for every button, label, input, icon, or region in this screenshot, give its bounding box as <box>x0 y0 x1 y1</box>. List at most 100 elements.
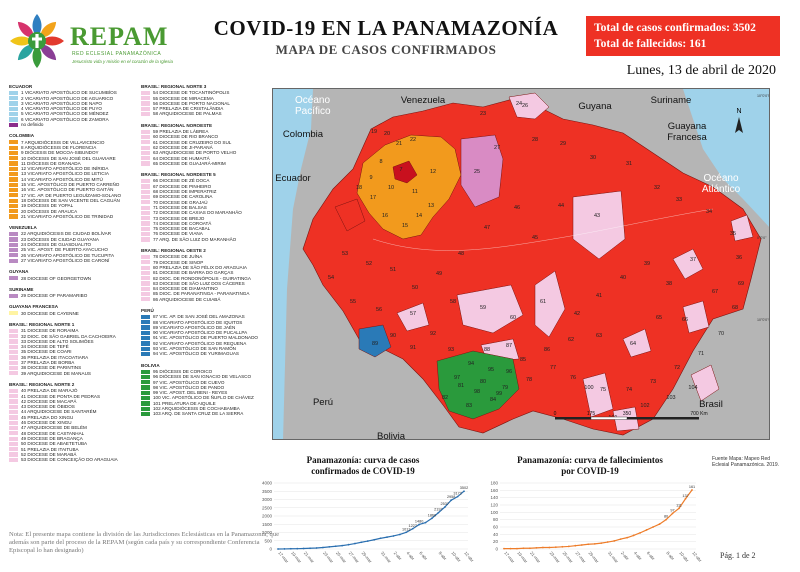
region-number: 93 <box>448 347 454 353</box>
x-tick-label: 4-abr <box>406 550 417 561</box>
region-54 <box>682 300 710 334</box>
data-label: 2537 <box>441 502 449 506</box>
data-point <box>463 490 465 493</box>
data-label: 2958 <box>447 495 455 499</box>
data-point <box>632 534 635 537</box>
legend-label: 99 VIC. APOST. DEL BENI - REYES <box>153 390 228 396</box>
legend-swatch <box>141 226 150 231</box>
legend-swatch <box>9 371 18 376</box>
region-number: 26 <box>522 103 528 109</box>
legend-item: 5 VICARIATO APOSTÓLICO DE MÉNDEZ <box>9 111 137 116</box>
region-number: 12 <box>430 169 436 175</box>
legend-swatch <box>141 216 150 221</box>
legend-item: 2 VICARIATO APOSTÓLICO DE AGUARICO <box>9 96 137 101</box>
legend-item: 88 VICARIATO APOSTÓLICO DE IQUITOS <box>141 320 269 325</box>
legend-label: 80 PRELAZIA DE SÃO FÉLIX DO ARAGUAIA <box>153 264 247 270</box>
cases-chart-plot: 4000 3500 3000 2500 2000 1500 1000 500 0 17-mar 19… <box>262 481 474 565</box>
legend-item: 54 DIOCESE DE TOCANTINÓPOLIS <box>141 90 269 95</box>
legend-swatch <box>9 425 18 431</box>
data-label: 137 <box>682 494 688 498</box>
legend-item: 80 PRELAZIA DE SÃO FÉLIX DO ARAGUAIA <box>141 265 269 270</box>
legend-label: 24 DIÓCESIS DE GUASDUALITO <box>21 242 92 248</box>
data-point <box>366 540 369 542</box>
region-number: 20 <box>384 131 390 137</box>
legend-label: 32 DIOC. DE SÃO GABRIEL DA CACHOEIRA <box>21 333 116 339</box>
region-colombia <box>356 134 462 240</box>
region-number: 96 <box>506 369 512 375</box>
region-east-pink <box>730 214 754 242</box>
legend-item: 20 DIÓCESIS DE ARAUCA <box>9 209 137 214</box>
legend-swatch <box>141 150 150 156</box>
region-number: 99 <box>496 391 502 397</box>
region-number: 33 <box>676 197 682 203</box>
data-point <box>509 547 512 550</box>
legend-label: 56 DIOCESE DE PORTO NACIONAL <box>153 100 230 106</box>
data-point <box>522 547 525 550</box>
legend-item: 90 VICARIATO APOSTÓLICO DE PUCALLPA <box>141 330 269 335</box>
region-ecuador <box>334 198 366 232</box>
x-tick-label: 23-mar <box>322 550 335 564</box>
data-label: 1480 <box>415 520 423 524</box>
pacific-ocean <box>273 89 313 439</box>
x-tick-label: 8-abr <box>438 550 449 561</box>
y-tick-label: 500 <box>264 538 272 543</box>
legend-swatch <box>9 365 18 371</box>
legend-swatch <box>141 90 150 96</box>
region-number: 45 <box>532 235 538 241</box>
region-number: 19 <box>371 129 377 135</box>
region-number: 103 <box>666 395 675 401</box>
legend-label: 28 DIOCESE OF GEORGETOWN <box>21 275 92 281</box>
data-point <box>626 536 629 539</box>
x-tick-label: 29-mar <box>361 550 374 564</box>
data-point <box>418 523 421 526</box>
legend-label: 14 VICARIATO APOSTÓLICO DE MITÚ <box>21 176 103 182</box>
legend-item: 36 PRELAZIA DE ITACOATIARA <box>9 355 137 360</box>
y-tick-label: 80 <box>493 517 499 522</box>
legend-swatch <box>9 328 18 334</box>
legend-item: 71 DIOCESE DE BALSAS <box>141 205 269 210</box>
legend-heading: PERÚ <box>141 307 154 313</box>
legend-label: 55 DIOCESE DE MIRACEMA <box>153 95 214 101</box>
legend-swatch <box>141 380 150 385</box>
legend-swatch <box>141 200 150 205</box>
region-number: 54 <box>328 275 334 281</box>
deaths-chart-title-line-1: Panamazonía: curva de fallecimientos <box>517 455 663 465</box>
legend-item: 14 VICARIATO APOSTÓLICO DE MITÚ <box>9 177 137 182</box>
legend-label: 68 DIOCESE DE IMPERATRIZ <box>153 189 217 195</box>
legend-label: 95 DIÓCESIS DE COROICO <box>153 368 213 374</box>
legend-item: 84 DIOCESE DE DIAMANTINO <box>141 286 269 291</box>
map-frame: Océano Pacífico Venezuela Guyana Suriname Gua… <box>272 88 770 440</box>
legend-item: 28 DIOCESE OF GEORGETOWN <box>9 276 137 281</box>
data-point <box>334 545 337 548</box>
data-point <box>456 495 459 498</box>
legend-swatch <box>141 179 150 184</box>
x-tick-label: 12-abr <box>691 550 702 563</box>
data-label: 1013 <box>402 527 410 531</box>
region-number: 18 <box>356 185 362 191</box>
legend-swatch <box>141 325 150 330</box>
legend-label: 31 DIOCESE DE RORAIMA <box>21 328 79 334</box>
data-point <box>587 543 590 546</box>
legend-item: 7 ARQUIDIÓCESIS DE VILLAVICENCIO <box>9 140 137 145</box>
scale-label: 700 Km <box>690 411 707 417</box>
repam-cross-icon <box>10 14 64 68</box>
y-tick-label: 120 <box>490 503 498 508</box>
legend-item: 70 DIOCESE DE GRAJAÚ <box>141 200 269 205</box>
legend-swatch <box>9 96 18 101</box>
legend-swatch <box>9 399 18 404</box>
legend-item: 85 DIOC. DE PARANATINGA - PARANATINGA <box>141 291 269 296</box>
legend-label: 61 DIOCESE DE CRUZEIRO DO SUL <box>153 139 232 145</box>
region-number: 35 <box>730 231 736 237</box>
region-number: 53 <box>342 251 348 257</box>
legend-swatch <box>9 420 18 425</box>
legend-swatch <box>9 106 18 111</box>
legend-item: 8 ARQUIDIÓCESIS DE FLORENCIA <box>9 145 137 150</box>
region-number: 22 <box>410 137 416 143</box>
legend-label: 47 ARQUIDIOCESE DE BELÉM <box>21 425 87 431</box>
deaths-chart-title-line-2: por COVID-19 <box>561 466 619 476</box>
region-number: 30 <box>590 155 596 161</box>
legend-item: 13 VICARIATO APOSTÓLICO DE LETICIA <box>9 171 137 176</box>
legend-item: 62 DIOCESE DE JI-PARANÁ <box>141 145 269 150</box>
legend-swatch <box>9 334 18 339</box>
data-point <box>645 529 648 531</box>
